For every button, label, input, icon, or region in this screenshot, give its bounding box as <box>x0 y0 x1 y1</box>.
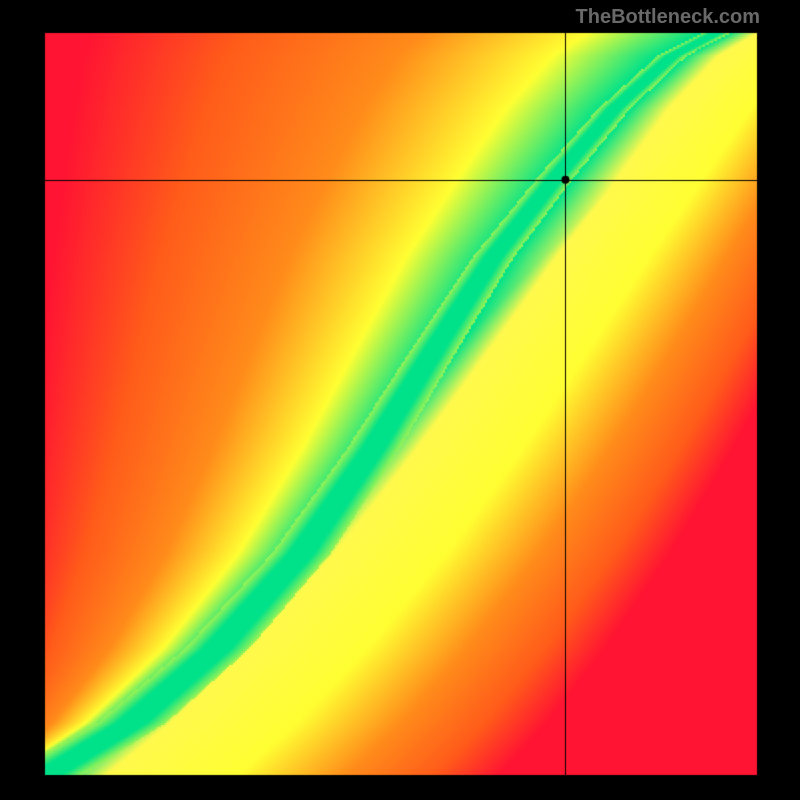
bottleneck-heatmap <box>0 0 800 800</box>
watermark-text: TheBottleneck.com <box>576 6 760 29</box>
